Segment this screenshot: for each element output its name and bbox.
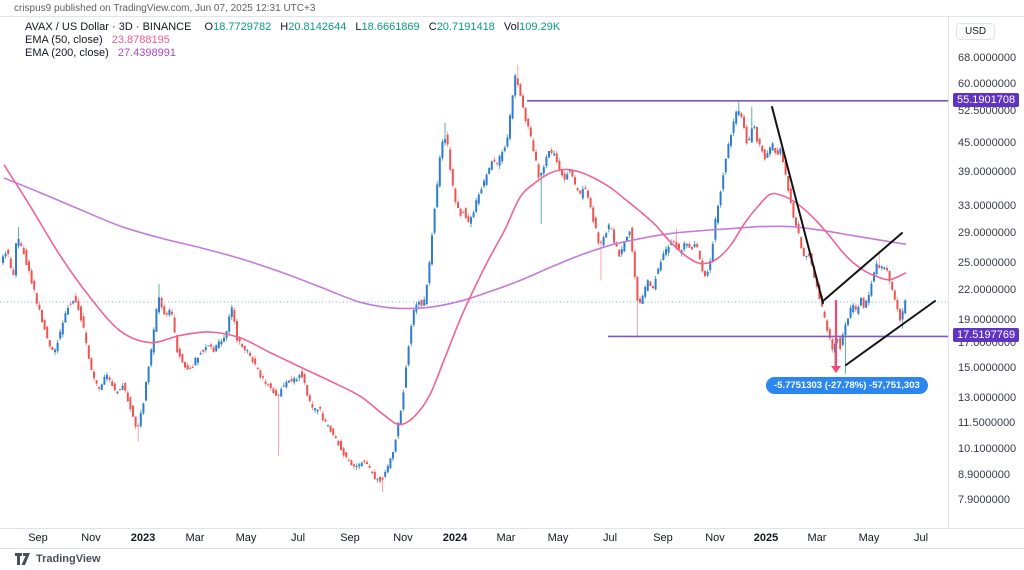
- time-tick-Sep[interactable]: Sep: [340, 532, 360, 544]
- time-tick-Nov[interactable]: Nov: [393, 532, 413, 544]
- ema50-legend-row[interactable]: EMA (50, close) 23.8788195: [25, 34, 566, 46]
- ema200-value: 27.4398991: [117, 47, 176, 59]
- price-tick-7.9: 7.9000000: [958, 493, 1010, 506]
- high-value: H20.8142644: [280, 21, 347, 33]
- price-tick-45: 45.0000000: [958, 136, 1017, 149]
- price-tick-33: 33.0000000: [958, 200, 1017, 213]
- ema50-line[interactable]: [3, 164, 907, 426]
- open-value: O18.7729782: [204, 21, 272, 33]
- price-tick-11.5: 11.5000000: [958, 416, 1016, 429]
- time-tick-Mar[interactable]: Mar: [496, 532, 516, 544]
- time-tick-Jul[interactable]: Jul: [913, 532, 929, 544]
- price-tick-8.9: 8.9000000: [958, 469, 1010, 482]
- header-separator: [0, 16, 1024, 17]
- price-axis[interactable]: USD 68.0000000 60.0000000 52.5000000 45.000…: [948, 16, 1024, 528]
- price-tick-52.5: 52.5000000: [958, 105, 1017, 118]
- symbol-title[interactable]: AVAX / US Dollar · 3D · BINANCE: [25, 21, 192, 33]
- price-tick-25: 25.0000000: [958, 257, 1017, 270]
- time-tick-May[interactable]: May: [235, 532, 257, 544]
- price-tick-13: 13.0000000: [958, 391, 1017, 404]
- measure-callout[interactable]: -5.7751303 (-27.78%) -57,751,303: [766, 377, 928, 394]
- volume-value: Vol109.29K: [503, 21, 561, 33]
- time-tick-2025[interactable]: 2025: [753, 532, 779, 544]
- time-axis[interactable]: Sep Nov 2023 Mar May Jul Sep Nov 2024 Mar May Jul Se…: [0, 529, 1024, 548]
- time-tick-Nov[interactable]: Nov: [705, 532, 725, 544]
- footer-separator: [0, 548, 1024, 549]
- ema50-value: 23.8788195: [111, 34, 170, 46]
- price-tick-60: 60.0000000: [958, 77, 1017, 90]
- price-tick-68: 68.0000000: [958, 51, 1017, 64]
- time-tick-May[interactable]: May: [858, 532, 880, 544]
- candle-wicks: [2, 64, 906, 493]
- price-tick-15: 15.0000000: [958, 362, 1017, 375]
- tradingview-logo[interactable]: [14, 552, 31, 566]
- brand-name[interactable]: TradingView: [36, 553, 101, 565]
- time-tick-Nov[interactable]: Nov: [81, 532, 101, 544]
- trend-line-0[interactable]: [771, 106, 824, 304]
- time-tick-Jul[interactable]: Jul: [290, 532, 306, 544]
- low-value: L18.6661869: [355, 21, 420, 33]
- price-level-badge-1[interactable]: 17.5197769: [953, 328, 1020, 343]
- ema50-label: EMA (50, close): [25, 34, 103, 46]
- footer: TradingView: [14, 552, 101, 566]
- time-tick-Mar[interactable]: Mar: [185, 532, 205, 544]
- close-value: C20.7191418: [428, 21, 495, 33]
- price-tick-10.1: 10.1000000: [958, 443, 1017, 456]
- time-tick-Jul[interactable]: Jul: [602, 532, 618, 544]
- attribution-text: crispus9 published on TradingView.com, J…: [14, 3, 316, 14]
- price-chart-canvas[interactable]: [0, 0, 948, 528]
- currency-label[interactable]: USD: [956, 23, 996, 40]
- ema200-line[interactable]: [3, 177, 907, 310]
- price-tick-19: 19.0000000: [958, 313, 1017, 326]
- time-axis-separator: [0, 528, 1024, 529]
- time-tick-2023[interactable]: 2023: [130, 532, 156, 544]
- trend-line-2[interactable]: [845, 300, 936, 366]
- price-tick-29: 29.0000000: [958, 226, 1017, 239]
- price-level-badge-0[interactable]: 55.1901708: [953, 92, 1020, 107]
- time-tick-2024[interactable]: 2024: [442, 532, 468, 544]
- time-tick-Sep[interactable]: Sep: [653, 532, 673, 544]
- ema200-legend-row[interactable]: EMA (200, close) 27.4398991: [25, 47, 566, 59]
- time-tick-May[interactable]: May: [547, 532, 569, 544]
- ema200-label: EMA (200, close): [25, 47, 109, 59]
- symbol-info-row: AVAX / US Dollar · 3D · BINANCE O18.7729…: [25, 21, 566, 33]
- time-tick-Mar[interactable]: Mar: [807, 532, 827, 544]
- down-arrow-head-icon: [831, 366, 841, 373]
- price-tick-39: 39.0000000: [958, 166, 1017, 179]
- time-tick-Sep[interactable]: Sep: [28, 532, 48, 544]
- chart-legend: AVAX / US Dollar · 3D · BINANCE O18.7729…: [25, 21, 566, 60]
- candle-bodies: [2, 75, 907, 482]
- price-tick-22: 22.0000000: [958, 283, 1017, 296]
- trend-line-1[interactable]: [822, 232, 903, 302]
